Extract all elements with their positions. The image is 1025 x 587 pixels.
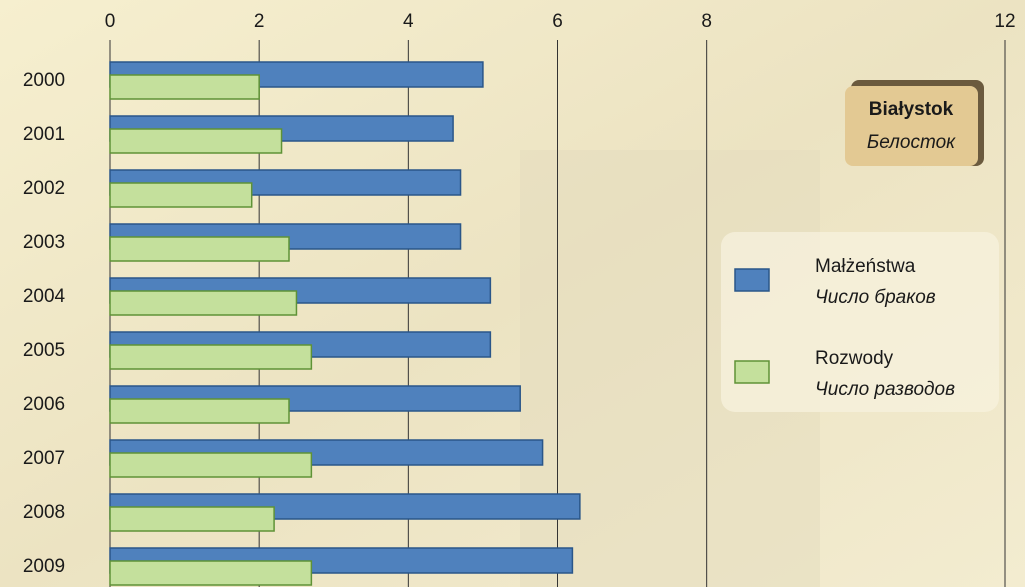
legend-box — [721, 232, 999, 412]
y-tick-label: 2008 — [23, 502, 65, 523]
bar — [109, 128, 283, 154]
x-tick-label: 12 — [994, 11, 1015, 32]
y-tick-label: 2004 — [23, 286, 66, 307]
legend-label-ru: Число разводов — [815, 379, 955, 400]
y-tick-label: 2006 — [23, 394, 65, 415]
y-tick-label: 2001 — [23, 124, 65, 145]
legend-label: Rozwody — [815, 348, 894, 369]
legend-label: Małżeństwa — [815, 256, 916, 277]
legend-swatch — [734, 360, 770, 384]
y-tick-label: 2009 — [23, 556, 65, 577]
title-box — [845, 86, 978, 166]
y-tick-label: 2005 — [23, 340, 65, 361]
y-tick-label: 2000 — [23, 70, 65, 91]
x-tick-label: 2 — [254, 11, 265, 32]
bar — [109, 182, 253, 208]
bar — [109, 290, 298, 316]
plot: 0 2 4 6 8 12 2000 2001 2002 2003 2004 2005 2006 2007 2… — [23, 11, 1016, 587]
legend-label-ru: Число браков — [815, 287, 936, 308]
bar — [109, 398, 290, 424]
bar — [109, 74, 260, 100]
legend-swatch — [734, 268, 770, 292]
y-tick-label: 2007 — [23, 448, 65, 469]
x-tick-label: 6 — [552, 11, 563, 32]
y-tick-label: 2002 — [23, 178, 65, 199]
bar — [109, 344, 313, 370]
bar — [109, 560, 313, 586]
y-tick-label: 2003 — [23, 232, 65, 253]
chart-title: Białystok — [869, 99, 954, 120]
bar — [109, 452, 313, 478]
x-tick-label: 4 — [403, 11, 414, 32]
bar — [109, 236, 290, 262]
x-tick-label: 8 — [701, 11, 712, 32]
x-tick-label: 0 — [105, 11, 116, 32]
legend: Małżeństwa Число браков Rozwody Число разво… — [734, 256, 955, 400]
bar — [109, 506, 275, 532]
chart-subtitle: Белосток — [867, 132, 956, 153]
